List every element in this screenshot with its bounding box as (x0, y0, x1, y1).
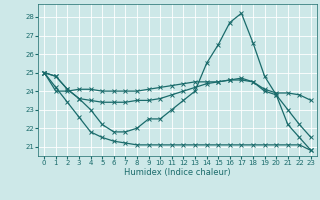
X-axis label: Humidex (Indice chaleur): Humidex (Indice chaleur) (124, 168, 231, 177)
